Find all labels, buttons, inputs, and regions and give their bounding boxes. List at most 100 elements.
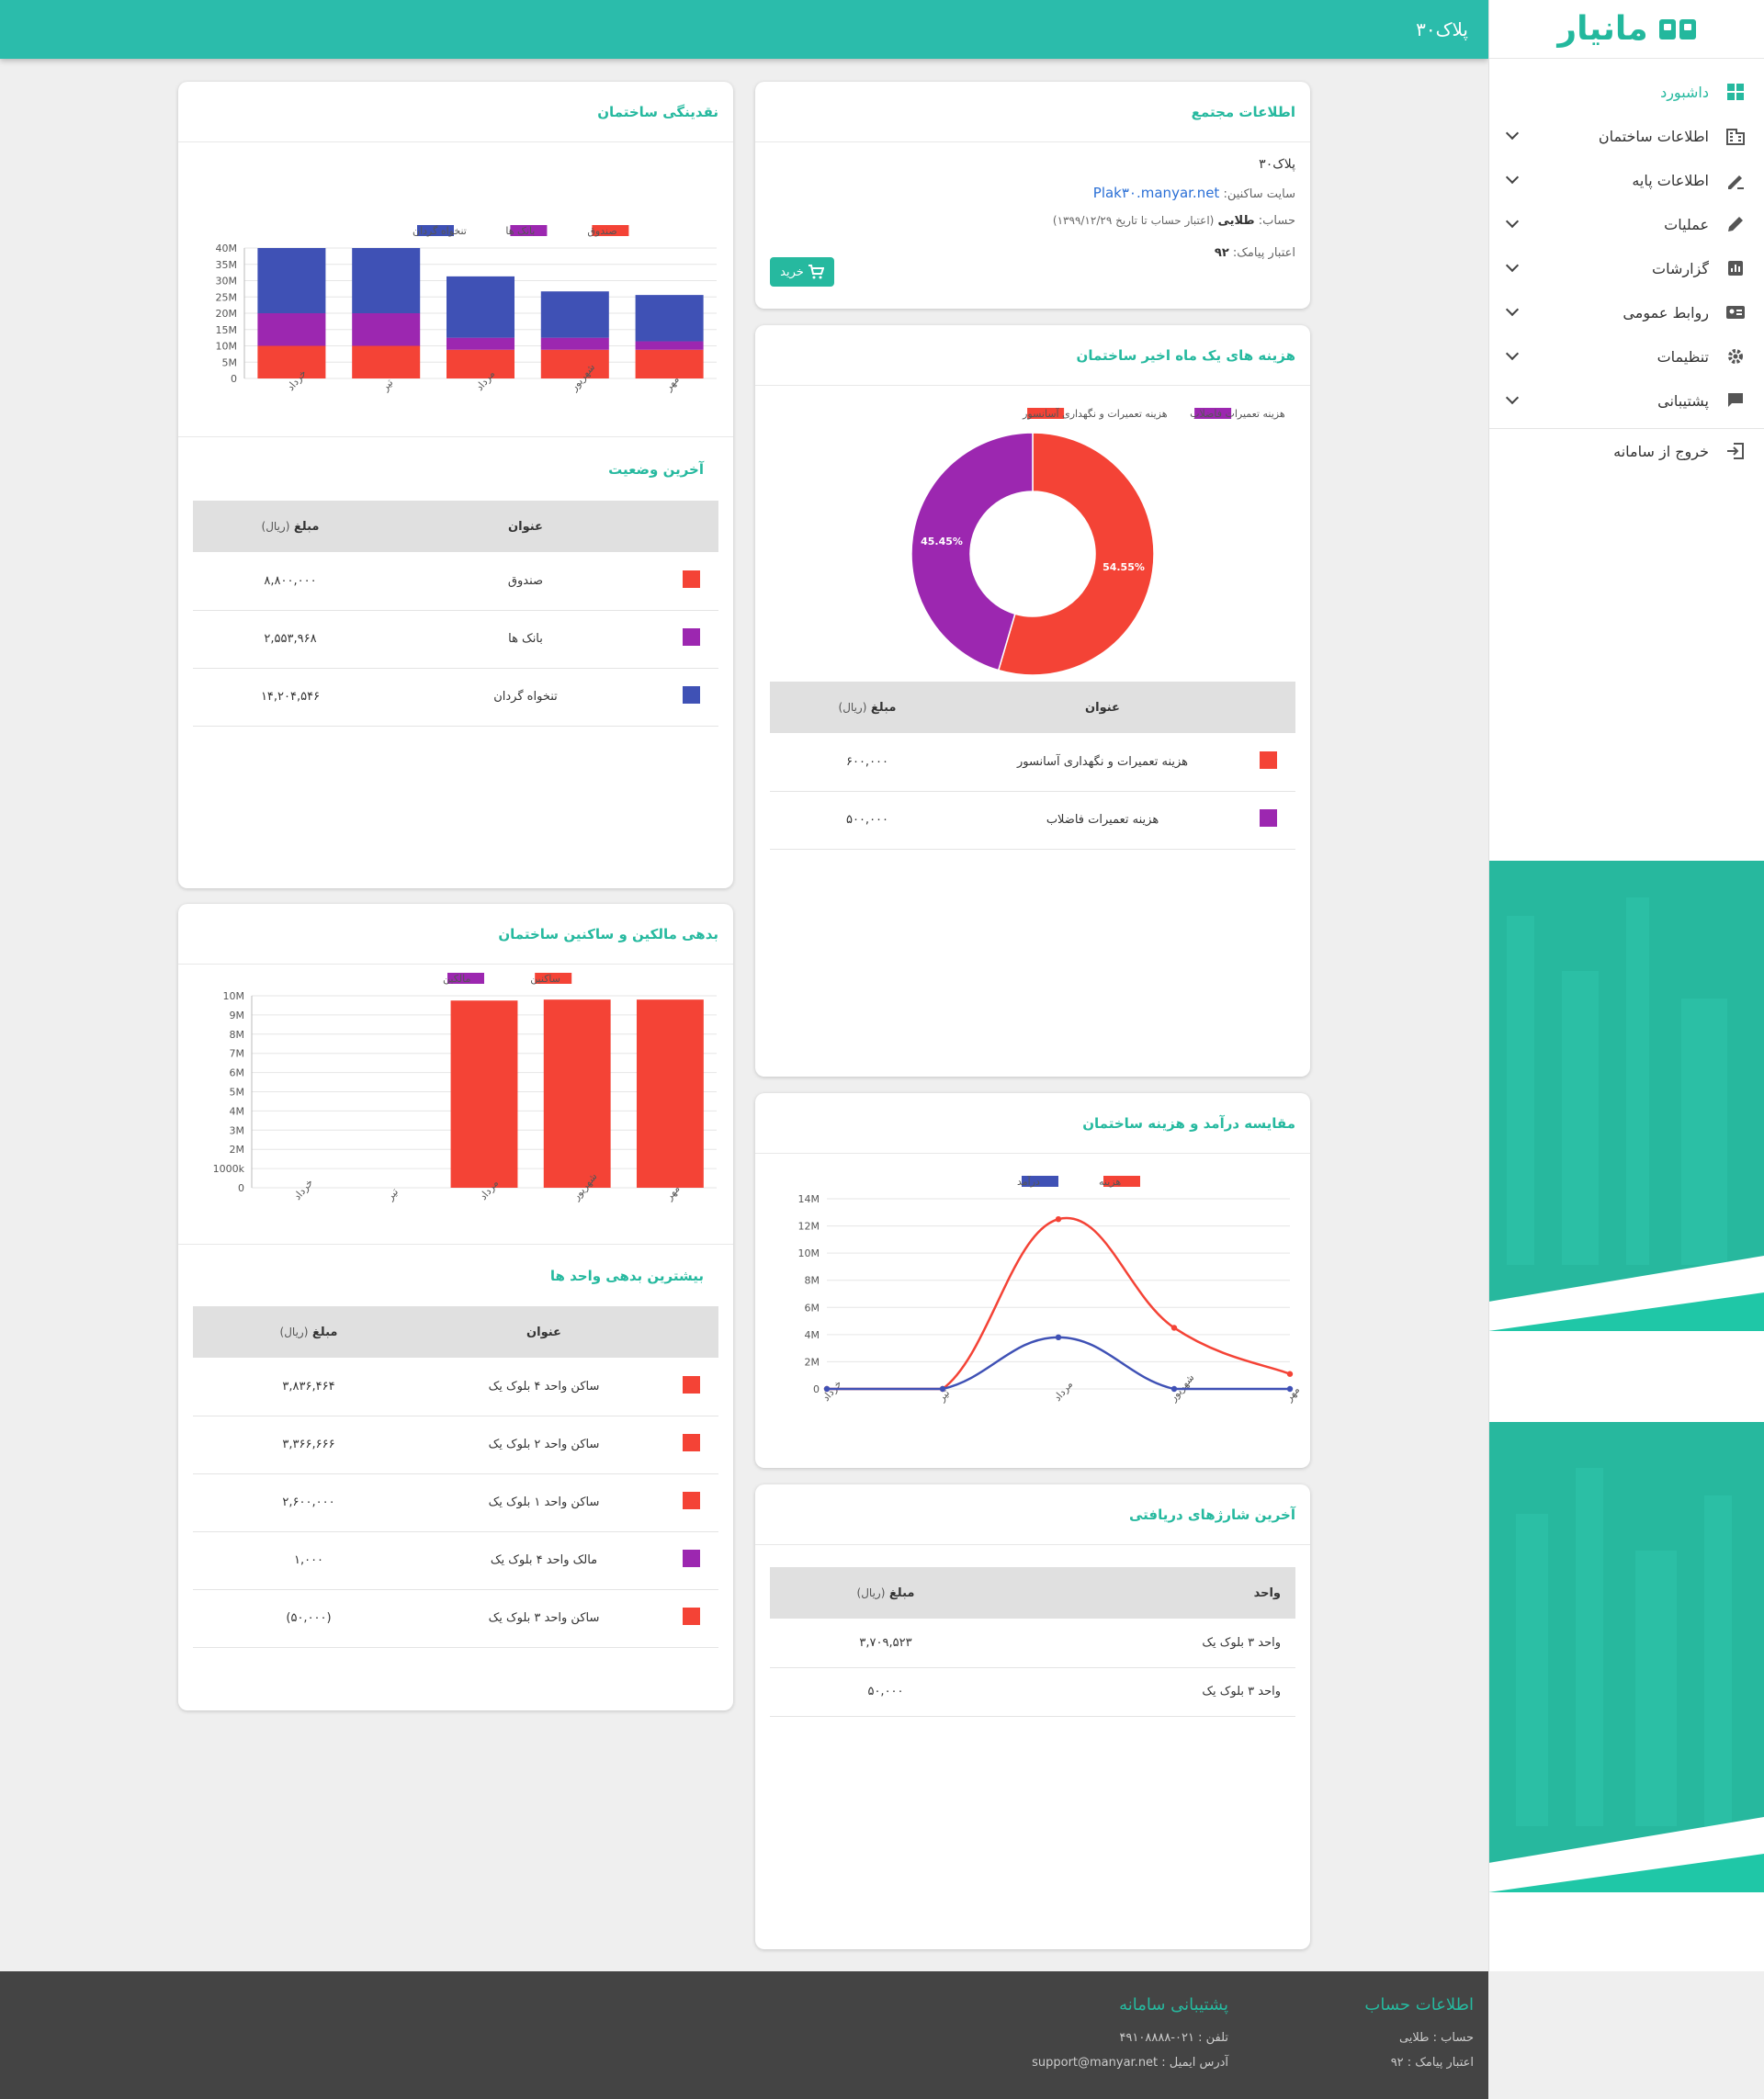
y-tick-label: 20M <box>216 308 238 320</box>
legend-swatch <box>447 973 484 984</box>
footer: اطلاعات حساب حساب : طلایی اعتبار پیامک :… <box>0 1971 1488 2099</box>
topbar: پلاک۳۰ <box>0 0 1488 59</box>
x-tick-label: خرداد <box>820 1378 844 1404</box>
y-tick-label: 35M <box>216 259 238 271</box>
decorative-city-banner <box>1489 1422 1764 1892</box>
color-swatch <box>682 1608 700 1625</box>
row-amount: ۵۰,۰۰۰ <box>770 1667 1001 1717</box>
bar <box>257 313 326 346</box>
site-label: سایت ساکنین: <box>1223 187 1295 201</box>
expenses-table: عنوان مبلغ (ریال) هزینه تعمیرات و نگهدار… <box>770 682 1295 850</box>
bar <box>446 349 515 378</box>
row-title: صندوق <box>388 552 663 611</box>
row-amount: ۵۰۰,۰۰۰ <box>770 791 965 850</box>
account-type: طلایی <box>1217 214 1255 228</box>
sidebar-item-label: عملیات <box>1664 215 1709 233</box>
row-amount: ۳,۸۳۶,۴۶۴ <box>193 1358 424 1416</box>
sidebar-item-base-info[interactable]: اطلاعات پایه <box>1489 158 1764 202</box>
legend-label: تنخواه گردان <box>413 225 467 237</box>
row-title: بانک ها <box>388 610 663 669</box>
x-tick-label: تیر <box>383 1186 401 1203</box>
sidebar-item-label: خروج از سامانه <box>1613 442 1709 460</box>
row-title: تنخواه گردان <box>388 668 663 727</box>
table-row: مالک واحد ۴ بلوک یک ۱,۰۰۰ <box>193 1531 718 1590</box>
card-title: بدهی مالکین و ساکنین ساختمان <box>498 925 718 942</box>
data-point <box>1055 1215 1062 1223</box>
sidebar-item-building-info[interactable]: اطلاعات ساختمان <box>1489 114 1764 158</box>
row-amount: ۸,۸۰۰,۰۰۰ <box>193 552 388 611</box>
legend-label: هزینه تعمیرات و نگهداری آسانسور <box>1022 407 1168 420</box>
table-row: هزینه تعمیرات و نگهداری آسانسور ۶۰۰,۰۰۰ <box>770 733 1295 792</box>
sidebar-item-public-relations[interactable]: روابط عمومی <box>1489 290 1764 334</box>
buy-button[interactable]: خرید <box>770 257 834 287</box>
sidebar-item-logout[interactable]: خروج از سامانه <box>1489 429 1764 473</box>
footer-sms-credit: اعتبار پیامک : ۹۲ <box>1390 2056 1474 2070</box>
y-tick-label: 12M <box>798 1221 820 1233</box>
table-row: ساکن واحد ۱ بلوک یک ۲,۶۰۰,۰۰۰ <box>193 1473 718 1532</box>
footer-email[interactable]: آدرس ایمیل : support@manyar.net <box>1032 2056 1228 2070</box>
col-amount: مبلغ (ریال) <box>193 1306 424 1358</box>
row-title: ساکن واحد ۳ بلوک یک <box>424 1589 663 1648</box>
y-tick-label: 5M <box>230 1087 245 1099</box>
y-tick-label: 5M <box>222 356 238 368</box>
bar <box>446 276 515 338</box>
footer-account-type: حساب : طلایی <box>1398 2031 1474 2045</box>
sidebar-item-operations[interactable]: عملیات <box>1489 202 1764 246</box>
legend-label: هزینه تعمیرات فاضلاب <box>1190 408 1285 420</box>
y-tick-label: 8M <box>230 1029 245 1041</box>
card-title: هزینه های یک ماه اخیر ساختمان <box>1076 346 1295 364</box>
liquidity-table: عنوان مبلغ (ریال) صندوق ۸,۸۰۰,۰۰۰ بانک ه… <box>193 501 718 727</box>
decorative-city-banner <box>1489 861 1764 1331</box>
legend-swatch <box>1022 1176 1058 1187</box>
sidebar-item-dashboard[interactable]: داشبورد <box>1489 70 1764 114</box>
bar <box>636 999 704 1188</box>
col-amount: مبلغ (ریال) <box>193 501 388 552</box>
building-title: پلاک۳۰ <box>1416 18 1468 40</box>
sms-credit-row: اعتبار پیامک: ۹۲ <box>755 246 1310 260</box>
pie-slice <box>910 432 1034 671</box>
col-title: عنوان <box>965 682 1240 733</box>
residents-site-link[interactable]: Plak۳۰.manyar.net <box>1092 185 1220 201</box>
color-swatch <box>682 1492 700 1509</box>
brand-name: مانیار <box>1557 10 1648 48</box>
legend-swatch <box>1103 1176 1140 1187</box>
sidebar-item-settings[interactable]: تنظیمات <box>1489 334 1764 378</box>
color-swatch <box>682 686 700 704</box>
color-swatch <box>682 1434 700 1451</box>
x-tick-label: مهر <box>1283 1383 1303 1404</box>
y-tick-label: 2M <box>805 1356 820 1368</box>
brand-logo[interactable]: مانیار <box>1489 0 1764 59</box>
y-tick-label: 7M <box>230 1048 245 1060</box>
sidebar-item-label: تنظیمات <box>1657 347 1709 366</box>
y-tick-label: 3M <box>230 1124 245 1136</box>
footer-account-info: اطلاعات حساب حساب : طلایی اعتبار پیامک :… <box>1364 1995 1474 2081</box>
row-unit: واحد ۳ بلوک یک <box>1001 1667 1295 1717</box>
sidebar-item-label: پشتیبانی <box>1657 391 1709 410</box>
row-title: ساکن واحد ۴ بلوک یک <box>424 1358 663 1416</box>
sidebar-item-support[interactable]: پشتیبانی <box>1489 378 1764 423</box>
table-row: صندوق ۸,۸۰۰,۰۰۰ <box>193 552 718 611</box>
bar <box>540 349 609 378</box>
footer-title: اطلاعات حساب <box>1364 1995 1474 2014</box>
row-amount: ۳,۷۰۹,۵۲۳ <box>770 1619 1001 1668</box>
building-icon <box>1725 126 1746 146</box>
row-title: هزینه تعمیرات و نگهداری آسانسور <box>965 733 1240 792</box>
table-row: تنخواه گردان ۱۴,۲۰۴,۵۴۶ <box>193 668 718 727</box>
legend-swatch <box>510 225 548 236</box>
legend-swatch <box>535 973 572 984</box>
y-tick-label: 4M <box>805 1329 820 1341</box>
y-tick-label: 0 <box>231 373 237 385</box>
footer-support-info: پشتیبانی سامانه تلفن : ۰۲۱-۴۹۱۰۸۸۸۸ آدرس… <box>1032 1995 1228 2081</box>
row-amount: (۵۰,۰۰۰) <box>193 1589 424 1648</box>
gear-icon <box>1725 346 1746 367</box>
sidebar-item-reports[interactable]: گزارشات <box>1489 246 1764 290</box>
card-title: اطلاعات مجتمع <box>1191 103 1295 120</box>
y-tick-label: 40M <box>216 243 238 254</box>
color-swatch <box>682 1375 700 1394</box>
bar <box>352 313 421 346</box>
col-amount: مبلغ (ریال) <box>770 1567 1001 1619</box>
sidebar-item-label: روابط عمومی <box>1623 303 1709 322</box>
slice-label: 54.55% <box>1102 561 1145 573</box>
table-row: واحد ۳ بلوک یک ۳,۷۰۹,۵۲۳ <box>770 1619 1295 1668</box>
